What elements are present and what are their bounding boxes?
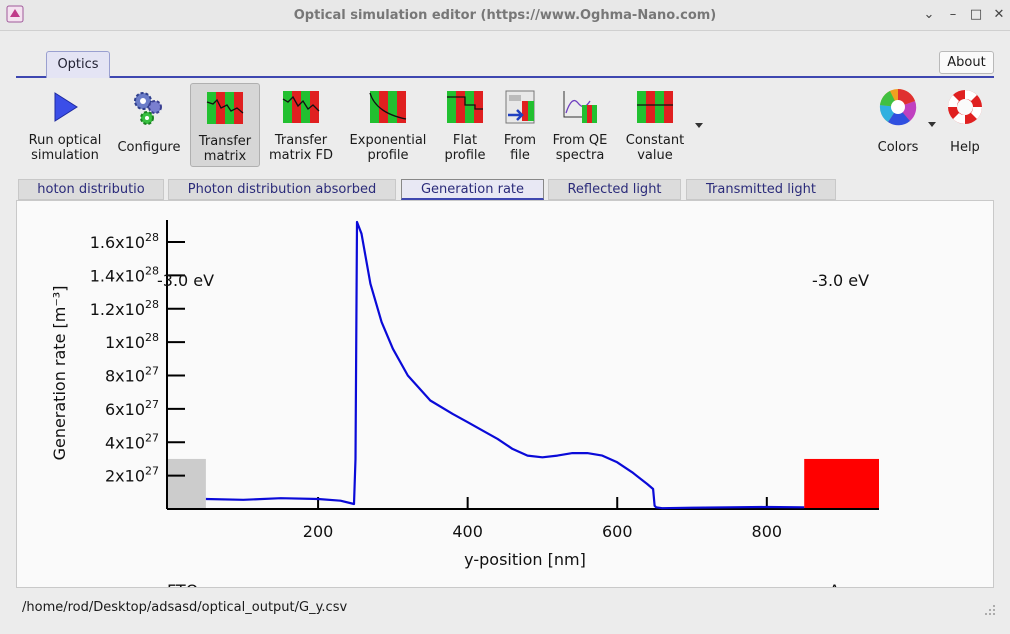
- flat-profile-icon: [447, 91, 483, 123]
- y-tick-label-2: 6x1027: [105, 398, 159, 419]
- y-tick-label-1: 4x1027: [105, 431, 159, 452]
- output-tabs: hoton distributio Photon distribution ab…: [16, 179, 994, 201]
- constant-value-button[interactable]: Constant value: [620, 83, 690, 167]
- transfer-matrix-fd-button[interactable]: Transfer matrix FD: [264, 83, 338, 167]
- from-qe-spectra-label: From QE spectra: [552, 133, 608, 163]
- tab-generation-rate[interactable]: Generation rate: [401, 179, 544, 200]
- configure-label: Configure: [117, 140, 181, 155]
- toolbar: Run optical simulation Configure Transfe…: [16, 80, 994, 170]
- play-icon: [54, 92, 78, 122]
- app-logo-icon: [6, 5, 24, 23]
- annotation-1: -3.0 eV: [812, 271, 869, 290]
- colors-label: Colors: [877, 140, 919, 155]
- tab-transmitted-light[interactable]: Transmitted light: [686, 179, 836, 200]
- tab-photon-distribution-absorbed[interactable]: Photon distribution absorbed: [168, 179, 396, 200]
- maximize-icon[interactable]: □: [969, 7, 983, 22]
- x-axis-label: y-position [nm]: [464, 550, 586, 569]
- tab-reflected-light[interactable]: Reflected light: [548, 179, 681, 200]
- plot-area[interactable]: 2x1027 4x1027 6x1027 8x1027 1x1028 1.2x1028 1.…: [16, 200, 994, 588]
- minimize-icon[interactable]: –: [949, 7, 957, 22]
- transfer-matrix-button[interactable]: Transfer matrix: [190, 83, 260, 167]
- transfer-matrix-fd-label: Transfer matrix FD: [269, 133, 333, 163]
- status-bar: /home/rod/Desktop/adsasd/optical_output/…: [0, 592, 1010, 634]
- generation-rate-chart[interactable]: 2x1027 4x1027 6x1027 8x1027 1x1028 1.2x1028 1.…: [17, 201, 993, 587]
- run-simulation-button[interactable]: Run optical simulation: [20, 83, 110, 167]
- y-tick-label-5: 1.2x1028: [90, 298, 159, 319]
- gears-icon: [134, 92, 162, 125]
- annotation-3: A: [829, 581, 840, 587]
- annotation-0: -3.0 eV: [157, 271, 214, 290]
- flat-profile-button[interactable]: Flat profile: [438, 83, 492, 167]
- help-label: Help: [950, 140, 980, 155]
- transfer-matrix-label: Transfer matrix: [198, 134, 252, 164]
- transfer-matrix-fd-icon: [282, 91, 320, 123]
- close-icon[interactable]: ✕: [993, 7, 1005, 22]
- flat-profile-label: Flat profile: [444, 133, 486, 163]
- annotation-2: FTO: [167, 581, 198, 587]
- y-axis-label: Generation rate [m⁻³]: [50, 286, 69, 461]
- constant-value-icon: [637, 91, 673, 123]
- color-wheel-icon: [879, 88, 917, 126]
- constant-value-label: Constant value: [625, 133, 685, 163]
- from-file-icon: [505, 90, 535, 124]
- exponential-profile-icon: [369, 91, 407, 123]
- colors-dropdown-arrow-icon[interactable]: [928, 122, 936, 127]
- resize-grip-icon[interactable]: [984, 604, 996, 616]
- layer-block-1: [804, 458, 879, 509]
- title-bar: Optical simulation editor (https://www.O…: [0, 0, 1010, 31]
- layer-block-0: [167, 458, 206, 509]
- ribbon-tab-bar: [16, 50, 994, 78]
- help-button[interactable]: Help: [940, 83, 990, 167]
- x-tick-label-3: 800: [752, 522, 783, 541]
- run-simulation-label: Run optical simulation: [28, 133, 102, 163]
- y-tick-label-6: 1.4x1028: [90, 264, 159, 285]
- transfer-matrix-icon: [206, 92, 244, 124]
- about-button[interactable]: About: [939, 51, 994, 74]
- window-title: Optical simulation editor (https://www.O…: [293, 8, 717, 23]
- y-tick-label-3: 8x1027: [105, 365, 159, 386]
- configure-button[interactable]: Configure: [114, 83, 184, 167]
- x-tick-label-1: 400: [452, 522, 483, 541]
- y-tick-label-0: 2x1027: [105, 465, 159, 486]
- minimize-chevron-icon[interactable]: ⌄: [923, 7, 935, 22]
- exponential-profile-label: Exponential profile: [349, 133, 427, 163]
- toolbar-overflow-arrow-icon[interactable]: [695, 123, 703, 128]
- tab-optics[interactable]: Optics: [46, 51, 110, 78]
- qe-spectra-icon: [563, 91, 597, 123]
- series-line-0: [205, 220, 805, 510]
- y-tick-label-4: 1x1028: [105, 331, 159, 352]
- x-tick-label-0: 200: [303, 522, 334, 541]
- from-file-button[interactable]: From file: [496, 83, 544, 167]
- from-file-label: From file: [503, 133, 537, 163]
- colors-button[interactable]: Colors: [868, 83, 928, 167]
- exponential-profile-button[interactable]: Exponential profile: [346, 83, 430, 167]
- file-path: /home/rod/Desktop/adsasd/optical_output/…: [22, 600, 348, 615]
- tab-photon-distribution[interactable]: hoton distributio: [18, 179, 164, 200]
- lifebuoy-icon: [948, 90, 982, 124]
- y-tick-label-7: 1.6x1028: [90, 231, 159, 252]
- x-tick-label-2: 600: [602, 522, 633, 541]
- from-qe-spectra-button[interactable]: From QE spectra: [548, 83, 612, 167]
